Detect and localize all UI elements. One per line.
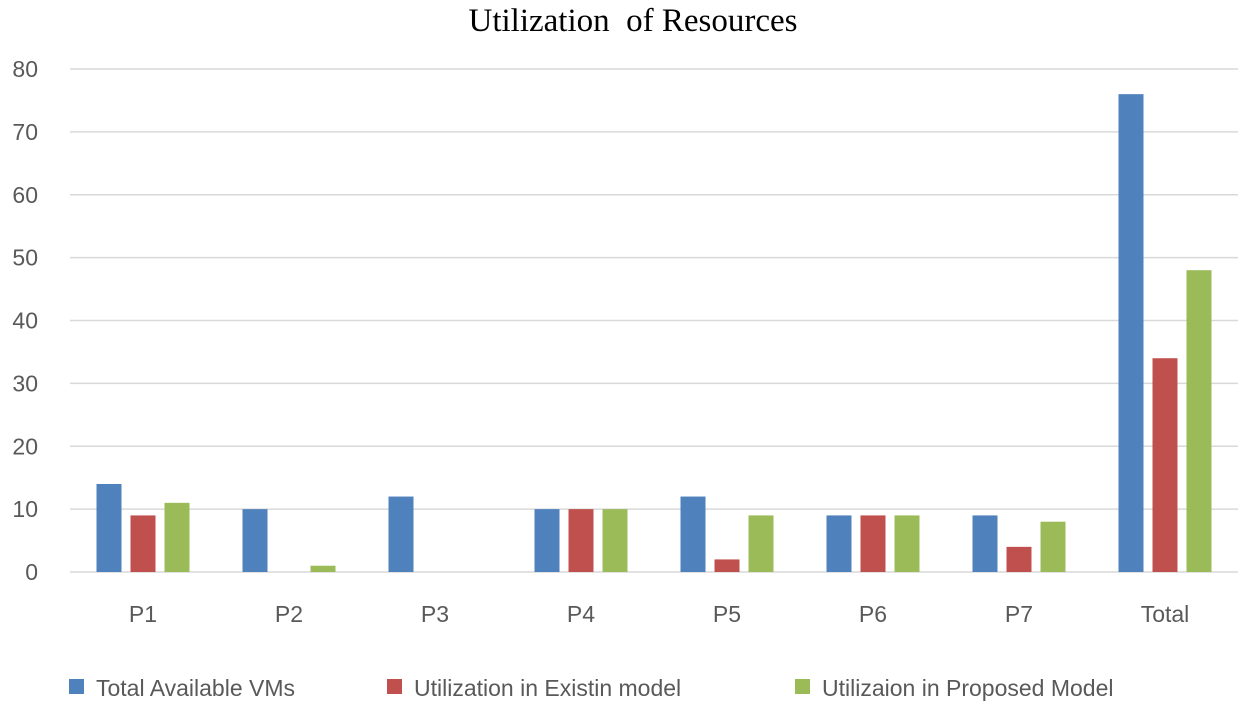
bar-p6-series-2 (860, 515, 886, 572)
x-category-label: P4 (567, 601, 595, 627)
x-axis-category-labels: P1 P2 P3 P4 P5 P6 P7 Total (129, 601, 1189, 627)
y-tick-label: 70 (12, 119, 38, 145)
legend-swatch (69, 679, 84, 694)
bar-p4-series-2 (568, 509, 594, 572)
bar-p2-series-3 (310, 565, 336, 572)
bar-p1-series-3 (164, 502, 190, 572)
legend-swatch (795, 679, 810, 694)
x-category-label: P2 (275, 601, 303, 627)
legend: Total Available VMs Utilization in Existi… (69, 675, 1114, 701)
y-tick-label: 40 (12, 308, 38, 334)
legend-label: Total Available VMs (96, 675, 295, 701)
legend-label: Utilizaion in Proposed Model (822, 675, 1114, 701)
bar-p6-series-1 (826, 515, 852, 572)
bar-p7-series-2 (1006, 546, 1032, 572)
bar-p7-series-1 (972, 515, 998, 572)
bar-total-series-3 (1186, 270, 1212, 572)
bar-p5-series-2 (714, 559, 740, 572)
y-axis-tick-labels: 0 10 20 30 40 50 60 70 80 (12, 56, 38, 585)
y-tick-label: 10 (12, 496, 38, 522)
x-category-label: P1 (129, 601, 157, 627)
y-tick-label: 80 (12, 56, 38, 82)
bar-total-series-2 (1152, 358, 1178, 572)
x-category-label: Total (1141, 601, 1190, 627)
bar-p5-series-1 (680, 496, 706, 572)
x-category-label: P3 (421, 601, 449, 627)
bar-p4-series-1 (534, 509, 560, 572)
chart-title: Utilization of Resources (468, 3, 797, 39)
y-tick-label: 50 (12, 245, 38, 271)
legend-item-2: Utilization in Existin model (387, 675, 681, 701)
legend-swatch (387, 679, 402, 694)
x-category-label: P7 (1005, 601, 1033, 627)
bar-total-series-1 (1118, 94, 1144, 573)
legend-label: Utilization in Existin model (414, 675, 681, 701)
gridlines (70, 68, 1238, 573)
bar-p2-series-1 (242, 509, 268, 572)
y-tick-label: 20 (12, 433, 38, 459)
bar-p4-series-3 (602, 509, 628, 572)
y-tick-label: 60 (12, 182, 38, 208)
x-category-label: P6 (859, 601, 887, 627)
x-category-label: P5 (713, 601, 741, 627)
bar-p5-series-3 (748, 515, 774, 572)
y-tick-label: 30 (12, 370, 38, 396)
bar-p1-series-1 (96, 483, 122, 572)
bar-p6-series-3 (894, 515, 920, 572)
y-tick-label: 0 (25, 559, 38, 585)
bar-p1-series-2 (130, 515, 156, 572)
bar-p7-series-3 (1040, 521, 1066, 572)
legend-item-1: Total Available VMs (69, 675, 295, 701)
bar-p3-series-1 (388, 496, 414, 572)
bars (96, 94, 1212, 573)
legend-item-3: Utilizaion in Proposed Model (795, 675, 1114, 701)
